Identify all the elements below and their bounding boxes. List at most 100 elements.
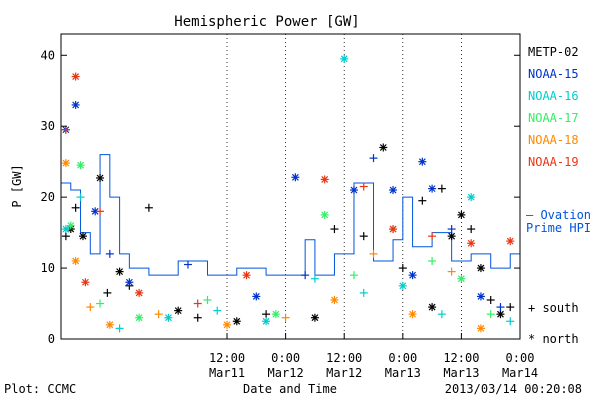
- noaa-18-south-point: [154, 310, 163, 319]
- noaa-19-south-point: [61, 125, 70, 134]
- metp-02-south-point: [467, 225, 476, 234]
- noaa-17-north-point: [135, 313, 144, 322]
- noaa-16-north-point: [467, 193, 476, 202]
- noaa-17-south-point: [428, 256, 437, 265]
- x-tick-time: 12:00: [443, 351, 479, 365]
- noaa-15-south-point: [183, 260, 192, 269]
- noaa-16-north-point: [398, 281, 407, 290]
- x-tick-time: 12:00: [326, 351, 362, 365]
- noaa-19-north-point: [506, 237, 515, 246]
- noaa-19-south-point: [359, 182, 368, 191]
- noaa-16-south-point: [115, 324, 124, 333]
- noaa-16-north-point: [340, 54, 349, 63]
- y-tick-label: 10: [41, 261, 55, 275]
- metp-02-south-point: [398, 264, 407, 273]
- noaa-16-south-point: [437, 310, 446, 319]
- plot-frame: [60, 33, 521, 340]
- noaa-18-north-point: [476, 324, 485, 333]
- y-tick-label: 40: [41, 48, 55, 62]
- noaa-16-north-point: [61, 225, 70, 234]
- noaa-17-south-point: [96, 299, 105, 308]
- legend-entry-noaa-19: NOAA-19: [528, 155, 579, 169]
- noaa-15-north-point: [389, 186, 398, 195]
- x-axis-label: Date and Time: [243, 382, 337, 396]
- noaa-19-south-point: [193, 299, 202, 308]
- noaa-15-north-point: [476, 292, 485, 301]
- noaa-15-north-point: [71, 100, 80, 109]
- metp-02-north-point: [476, 264, 485, 273]
- noaa-15-south-point: [447, 225, 456, 234]
- metp-02-north-point: [115, 267, 124, 276]
- metp-02-north-point: [457, 210, 466, 219]
- metp-02-south-point: [61, 232, 70, 241]
- noaa-17-south-point: [203, 295, 212, 304]
- noaa-15-north-point: [252, 292, 261, 301]
- metp-02-north-point: [232, 317, 241, 326]
- x-tick-time: 12:00: [209, 351, 245, 365]
- metp-02-south-point: [418, 196, 427, 205]
- metp-02-south-point: [330, 225, 339, 234]
- legend-entry-noaa-16: NOAA-16: [528, 89, 579, 103]
- noaa-19-north-point: [467, 239, 476, 248]
- legend-ovation-label: — Ovation: [526, 208, 591, 222]
- noaa-17-south-point: [349, 271, 358, 280]
- metp-02-north-point: [174, 306, 183, 315]
- noaa-19-north-point: [389, 225, 398, 234]
- noaa-17-north-point: [320, 210, 329, 219]
- x-tick-date: Mar12: [268, 366, 304, 380]
- x-tick-time: 0:00: [506, 351, 535, 365]
- noaa-16-south-point: [506, 317, 515, 326]
- legend-entry-metp-02: METP-02: [528, 45, 579, 59]
- noaa-15-north-point: [349, 186, 358, 195]
- noaa-17-south-point: [486, 310, 495, 319]
- noaa-18-north-point: [105, 320, 114, 329]
- metp-02-north-point: [428, 303, 437, 312]
- noaa-15-south-point: [105, 249, 114, 258]
- noaa-16-south-point: [76, 193, 85, 202]
- x-tick-date: Mar11: [209, 366, 245, 380]
- y-tick-label: 0: [48, 332, 55, 346]
- metp-02-south-point: [262, 310, 271, 319]
- axes: 01020304012:00Mar110:00Mar1212:00Mar120:…: [41, 48, 539, 380]
- noaa-16-south-point: [213, 306, 222, 315]
- noaa-15-north-point: [291, 173, 300, 182]
- metp-02-south-point: [486, 295, 495, 304]
- legend-south-marker: + south: [528, 301, 579, 315]
- noaa-17-north-point: [76, 161, 85, 170]
- x-tick-time: 0:00: [388, 351, 417, 365]
- metp-02-north-point: [447, 232, 456, 241]
- metp-02-north-point: [310, 313, 319, 322]
- noaa-18-south-point: [86, 303, 95, 312]
- ovation-curve: [61, 154, 521, 276]
- y-tick-label: 20: [41, 190, 55, 204]
- data-points: [61, 54, 515, 333]
- noaa-15-north-point: [418, 157, 427, 166]
- noaa-15-south-point: [369, 154, 378, 163]
- metp-02-north-point: [78, 232, 87, 241]
- noaa-18-north-point: [330, 295, 339, 304]
- x-tick-time: 0:00: [271, 351, 300, 365]
- noaa-19-north-point: [81, 278, 90, 287]
- grid-lines: [226, 34, 462, 339]
- noaa-15-south-point: [496, 303, 505, 312]
- metp-02-north-point: [496, 310, 505, 319]
- noaa-18-south-point: [447, 267, 456, 276]
- footer-right: 2013/03/14 00:20:08: [445, 382, 582, 396]
- noaa-15-south-point: [301, 271, 310, 280]
- noaa-18-north-point: [408, 310, 417, 319]
- noaa-17-north-point: [457, 274, 466, 283]
- noaa-18-north-point: [61, 159, 70, 168]
- noaa-18-north-point: [223, 320, 232, 329]
- noaa-16-north-point: [164, 313, 173, 322]
- metp-02-south-point: [71, 203, 80, 212]
- noaa-19-north-point: [71, 72, 80, 81]
- legend-north-marker: * north: [528, 332, 579, 346]
- chart-title: Hemispheric Power [GW]: [174, 14, 359, 30]
- x-tick-date: Mar12: [326, 366, 362, 380]
- noaa-16-south-point: [310, 274, 319, 283]
- noaa-15-north-point: [428, 184, 437, 193]
- legend-entry-noaa-17: NOAA-17: [528, 111, 579, 125]
- x-tick-date: Mar14: [502, 366, 538, 380]
- metp-02-south-point: [437, 184, 446, 193]
